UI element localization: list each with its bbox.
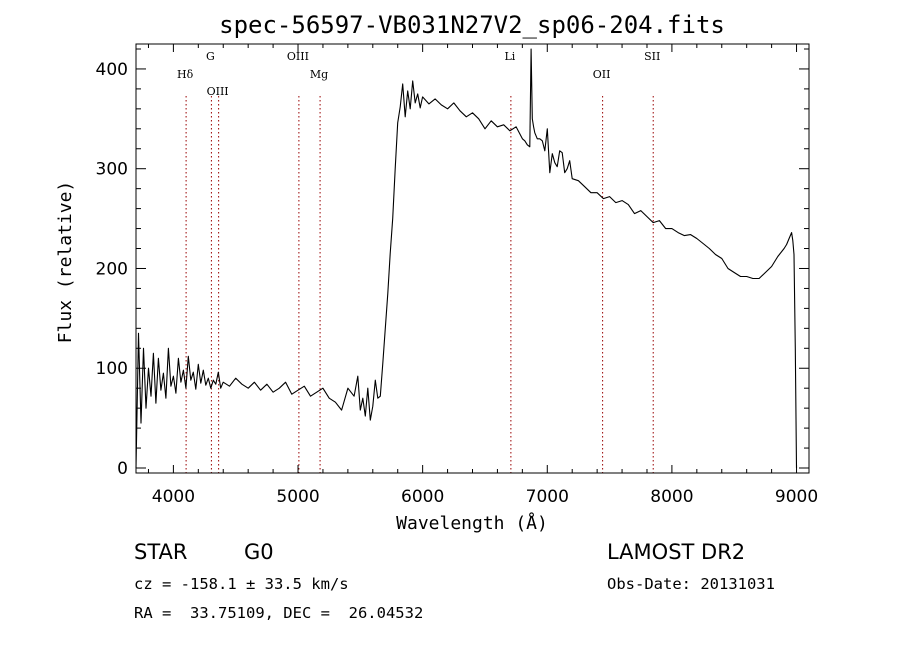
obs-date: Obs-Date: 20131031 <box>607 575 775 593</box>
line-marker-label: OIII <box>287 50 309 63</box>
x-tick-label: 6000 <box>401 487 444 507</box>
y-tick-label: 400 <box>96 60 128 80</box>
line-marker-label: G <box>206 50 215 63</box>
line-marker-label: Mg <box>310 68 328 81</box>
line-marker-label: SII <box>644 50 660 63</box>
x-tick-label: 8000 <box>650 487 693 507</box>
survey-name: LAMOST DR2 <box>607 540 746 564</box>
line-marker-label: OII <box>593 68 611 81</box>
axis-ticks: 4000 5000 6000 7000 8000 9000 0 100 200 300 400 <box>96 44 818 507</box>
y-tick-label: 100 <box>96 359 128 379</box>
x-tick-label: 5000 <box>276 487 319 507</box>
y-tick-label: 0 <box>117 459 128 479</box>
redshift-readout: cz = -158.1 ± 33.5 km/s <box>134 575 349 593</box>
spectrum-line <box>135 48 798 469</box>
y-tick-label: 200 <box>96 259 128 279</box>
y-axis-label: Flux (relative) <box>55 181 76 344</box>
y-tick-label: 300 <box>96 160 128 180</box>
line-marker-label: OIII <box>207 85 229 98</box>
chart-title: spec-56597-VB031N27V2_sp06-204.fits <box>219 11 725 39</box>
x-tick-label: 9000 <box>775 487 818 507</box>
object-subclass: G0 <box>244 540 274 564</box>
x-axis-label: Wavelength (Å) <box>396 512 548 534</box>
line-marker-label: Hδ <box>177 68 194 81</box>
plot-frame <box>135 43 810 474</box>
x-tick-label: 4000 <box>152 487 195 507</box>
coordinates: RA = 33.75109, DEC = 26.04532 <box>134 604 424 622</box>
x-tick-label: 7000 <box>526 487 569 507</box>
line-marker-label: Li <box>504 50 515 63</box>
spectrum-series <box>135 48 798 469</box>
object-class: STAR <box>134 540 188 564</box>
